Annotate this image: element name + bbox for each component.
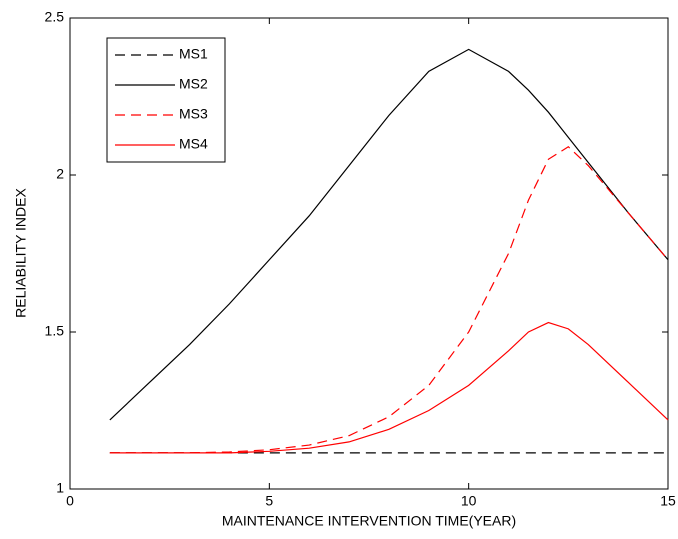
series-line: [109, 145, 669, 454]
legend-label: MS3: [179, 106, 208, 122]
axes-box: [69, 17, 669, 490]
x-tick-label: 0: [66, 493, 74, 509]
legend-label: MS1: [179, 46, 208, 62]
series-line: [109, 321, 669, 454]
x-tick-label: 15: [660, 493, 676, 509]
y-axis-label: RELIABILITY INDEX: [13, 188, 29, 318]
x-axis-label: MAINTENANCE INTERVENTION TIME(YEAR): [222, 513, 516, 529]
x-tick-label: 10: [461, 493, 477, 509]
series-line: [109, 48, 669, 421]
legend-box: [106, 37, 226, 163]
legend-label: MS2: [179, 76, 208, 92]
x-tick-label: 5: [265, 493, 273, 509]
y-tick-label: 1: [56, 480, 64, 496]
y-tick-label: 1.5: [45, 323, 65, 339]
legend-label: MS4: [179, 136, 208, 152]
y-tick-label: 2.5: [45, 9, 65, 25]
y-tick-label: 2: [56, 166, 64, 182]
